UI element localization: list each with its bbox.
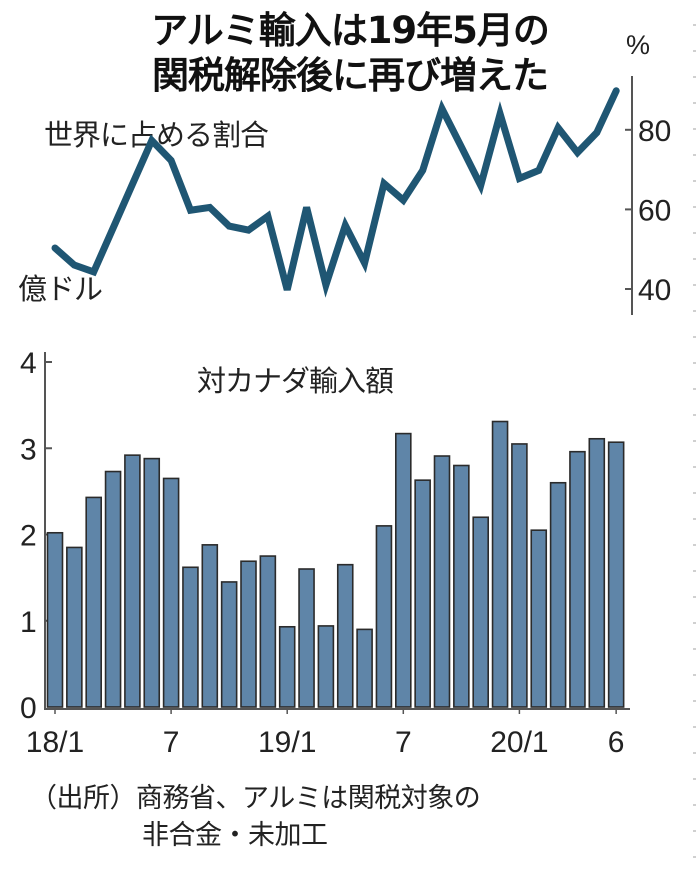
bar [182,566,199,708]
bar [336,563,354,708]
right-axis: 80 60 40 [625,76,671,315]
bar [453,464,470,708]
bar [162,477,180,708]
source-note-line1: （出所）商務省、アルミは関税対象の [30,783,481,814]
line-unit-label: % [626,30,651,60]
bar [491,420,509,708]
right-edge-dashes [693,0,696,879]
right-tick-label: 60 [638,194,671,227]
chart-title: アルミ輸入は19年5月の 関税解除後に再び増えた [70,8,630,98]
bar [607,441,625,708]
bar-chart-label: 対カナダ輸入額 [197,364,394,398]
bar [588,437,606,708]
x-tick-label: 19/1 [258,726,316,759]
y-tick-label: 0 [20,692,37,725]
y-tick-label: 3 [20,433,37,466]
x-tick-label: 20/1 [490,726,548,759]
x-tick-label: 6 [608,726,625,759]
y-tick-label: 1 [20,606,37,639]
x-tick-label: 18/1 [26,726,84,759]
bar [143,457,161,708]
bar-series [46,420,625,708]
x-tick-label: 7 [395,726,412,759]
line-series [51,87,620,298]
bar [569,450,586,708]
bar [220,581,238,708]
bar [549,481,567,708]
chart-title-line2: 関税解除後に再び増えた [152,54,549,97]
bar [104,470,122,708]
bar [259,555,277,708]
y-tick-label: 4 [20,347,37,380]
bar [66,546,83,708]
bar [414,479,431,708]
chart-title-line1: アルミ輸入は19年5月の [151,9,550,52]
bar [278,625,296,708]
left-axis: 4 3 2 1 0 [20,347,52,725]
source-note-line2: 非合金・未加工 [142,820,328,851]
bar [433,455,451,708]
x-axis-ticks: 18/1 7 19/1 7 20/1 6 [26,709,625,759]
bar [511,443,528,708]
y-tick-label: 2 [20,520,37,553]
bar [375,525,393,708]
right-tick-label: 40 [638,274,671,307]
bar [530,529,548,708]
bar [472,516,490,708]
bar [240,560,257,708]
bar [201,544,219,708]
bar [298,568,315,708]
bar [394,432,412,708]
x-tick-label: 7 [163,726,180,759]
right-tick-label: 80 [638,115,671,148]
bar [317,625,335,708]
bar [124,454,141,708]
bar [356,628,373,708]
bar-unit-label: 億ドル [18,272,103,306]
bar [46,531,64,708]
bar [85,496,102,708]
